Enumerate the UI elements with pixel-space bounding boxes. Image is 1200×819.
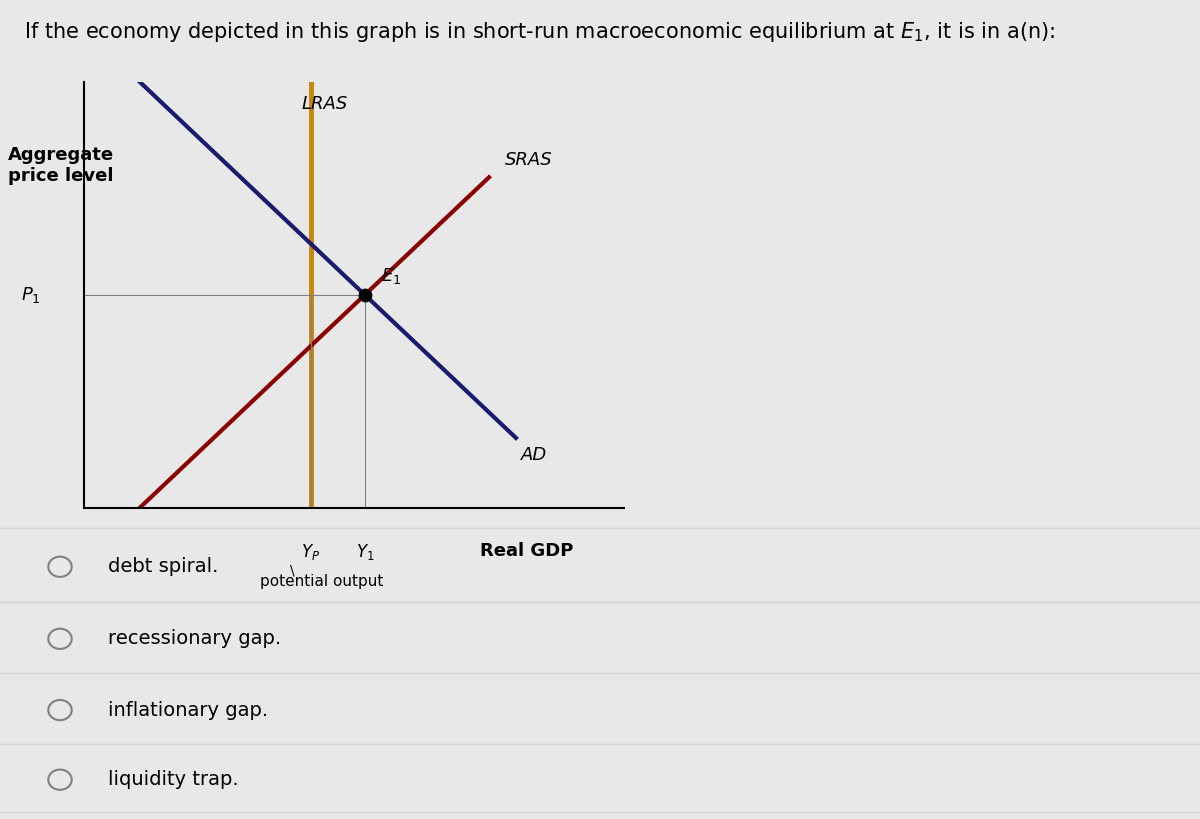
Point	[355, 288, 374, 301]
Text: Real GDP: Real GDP	[480, 542, 574, 560]
Text: \: \	[289, 563, 294, 577]
Text: $Y_P$: $Y_P$	[301, 542, 320, 562]
Text: $E_1$: $E_1$	[382, 266, 401, 287]
Text: recessionary gap.: recessionary gap.	[108, 629, 281, 649]
Text: $Y_1$: $Y_1$	[355, 542, 374, 562]
Text: potential output: potential output	[260, 574, 383, 589]
Text: inflationary gap.: inflationary gap.	[108, 700, 268, 720]
Text: LRAS: LRAS	[301, 95, 348, 113]
Text: debt spiral.: debt spiral.	[108, 557, 218, 577]
Text: AD: AD	[522, 446, 547, 464]
Text: SRAS: SRAS	[505, 151, 553, 169]
Text: Aggregate
price level: Aggregate price level	[8, 146, 114, 184]
Text: $P_1$: $P_1$	[22, 285, 41, 305]
Text: If the economy depicted in this graph is in short-run macroeconomic equilibrium : If the economy depicted in this graph is…	[24, 20, 1055, 44]
Text: liquidity trap.: liquidity trap.	[108, 770, 239, 790]
